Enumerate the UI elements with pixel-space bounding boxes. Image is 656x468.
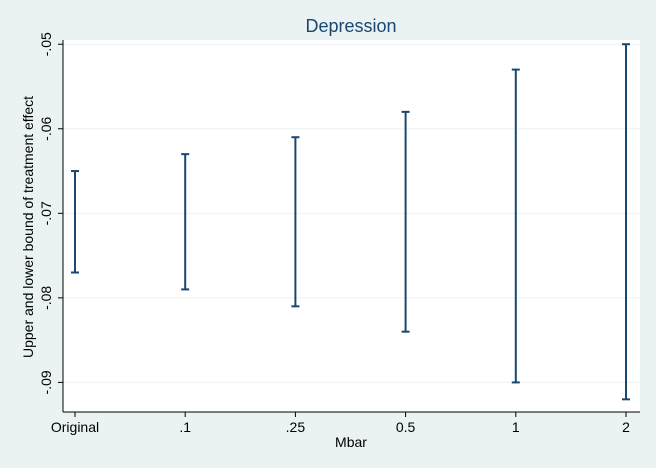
x-tick-label: Original <box>51 419 99 435</box>
y-tick-label: -.09 <box>38 370 54 394</box>
x-tick-label: .1 <box>179 419 191 435</box>
x-tick-label: 2 <box>622 419 630 435</box>
x-ticks: Original .1 .25 0.5 1 2 <box>51 412 630 435</box>
gridlines <box>63 43 640 383</box>
range-bar <box>291 136 300 308</box>
chart-title: Depression <box>305 16 396 36</box>
y-tick-label: -.06 <box>38 116 54 140</box>
range-bar <box>401 110 410 333</box>
x-axis-label: Mbar <box>335 434 367 450</box>
y-ticks: -.09 -.08 -.07 -.06 -.05 <box>38 32 63 394</box>
plot-area <box>63 40 640 412</box>
y-axis-label: Upper and lower bound of treatment effec… <box>20 96 36 358</box>
y-tick-label: -.08 <box>38 286 54 310</box>
range-bar <box>511 68 520 384</box>
range-bar <box>622 43 630 401</box>
x-tick-label: 1 <box>512 419 520 435</box>
y-tick-label: -.05 <box>38 32 54 56</box>
range-bar <box>181 153 190 291</box>
range-bars <box>71 43 630 401</box>
y-tick-label: -.07 <box>38 201 54 225</box>
x-tick-label: .25 <box>286 419 306 435</box>
range-bar <box>71 170 79 274</box>
x-tick-label: 0.5 <box>396 419 416 435</box>
